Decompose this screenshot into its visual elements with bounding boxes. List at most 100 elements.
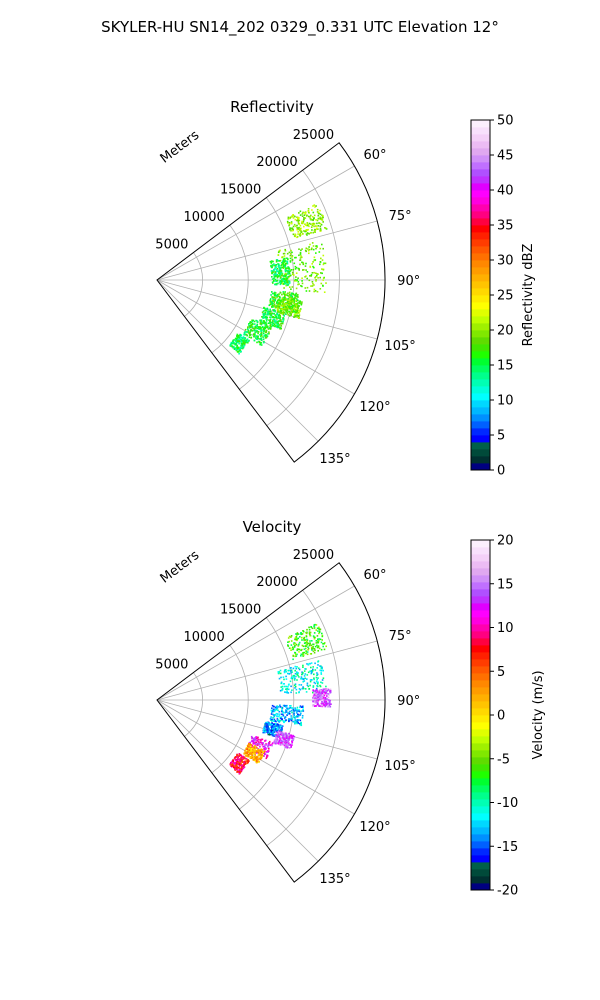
echo-cell	[278, 729, 281, 732]
echo-cell	[292, 273, 294, 276]
echo-cell	[318, 638, 320, 640]
echo-cell	[301, 673, 303, 676]
echo-cell	[275, 283, 278, 286]
echo-cell	[288, 307, 290, 310]
echo-cell	[285, 267, 288, 269]
echo-cell	[314, 276, 316, 279]
echo-cell	[257, 336, 259, 339]
echo-cell	[274, 283, 277, 286]
echo-cell	[260, 751, 263, 753]
echo-cell	[273, 715, 276, 718]
echo-cell	[230, 764, 232, 766]
echo-cell	[295, 675, 297, 678]
echo-cell	[299, 723, 302, 726]
echo-cell	[301, 632, 304, 635]
echo-cell	[277, 709, 279, 712]
echo-cell	[245, 341, 248, 344]
azimuth-gridline	[156, 279, 319, 442]
echo-cell	[268, 748, 270, 750]
echo-cell	[236, 755, 238, 758]
echo-cell	[302, 710, 305, 712]
echo-cell	[290, 715, 292, 717]
echo-cell	[303, 675, 306, 677]
echo-cell	[283, 670, 286, 673]
echo-cell	[287, 295, 290, 297]
echo-cell	[269, 327, 271, 330]
echo-cell	[293, 709, 295, 712]
colorbar-swatch	[471, 302, 490, 310]
echo-cell	[305, 691, 308, 693]
echo-cell	[236, 340, 239, 342]
echo-cell	[258, 341, 261, 344]
echo-cell	[290, 670, 292, 672]
echo-cell	[306, 642, 308, 644]
echo-cell	[260, 330, 263, 333]
echo-cell	[259, 756, 262, 758]
echo-cell	[282, 261, 284, 264]
echo-cell	[278, 730, 280, 732]
echo-cell	[242, 755, 244, 758]
echo-cell	[256, 338, 258, 340]
echo-cell	[283, 311, 285, 314]
echo-cell	[313, 266, 315, 269]
echo-cell	[287, 637, 290, 639]
echo-cell	[276, 738, 278, 740]
echo-cell	[257, 740, 259, 742]
echo-cell	[272, 710, 274, 713]
colorbar-swatch	[471, 127, 490, 135]
echo-cell	[286, 708, 289, 711]
echo-cell	[245, 331, 247, 333]
echo-cell	[271, 728, 274, 730]
echo-cell	[262, 326, 264, 329]
echo-cell	[288, 683, 290, 686]
echo-cell	[288, 282, 291, 284]
echo-cell	[289, 303, 291, 305]
echo-cell	[263, 748, 266, 751]
echo-cell	[304, 647, 307, 650]
echo-cell	[280, 323, 282, 325]
echo-cell	[302, 219, 305, 221]
azimuth-tick-label: 105°	[384, 339, 415, 354]
echo-cell	[255, 319, 257, 322]
echo-cell	[290, 635, 293, 637]
echo-cell	[271, 722, 273, 724]
echo-cell	[251, 745, 253, 748]
echo-cell	[312, 261, 314, 263]
echo-cell	[267, 312, 270, 315]
echo-cell	[312, 689, 315, 692]
colorbar-swatch	[471, 771, 490, 779]
echo-cell	[251, 320, 254, 323]
echo-cell	[248, 336, 251, 338]
echo-cell	[273, 309, 275, 312]
echo-cell	[231, 763, 234, 765]
echo-cell	[312, 218, 315, 220]
echo-cell	[272, 729, 275, 731]
echo-cell	[322, 696, 325, 699]
echo-cell	[290, 249, 292, 252]
echo-cell	[321, 679, 324, 681]
echo-cell	[259, 319, 261, 322]
echo-cell	[316, 227, 319, 230]
echo-cell	[280, 707, 283, 709]
echo-cell	[306, 271, 309, 273]
echo-cell	[316, 696, 319, 699]
echo-cell	[278, 302, 280, 304]
echo-cell	[272, 708, 275, 711]
echo-cell	[236, 759, 239, 761]
echo-cell	[265, 722, 267, 725]
echo-cell	[236, 756, 239, 759]
echo-cell	[271, 272, 273, 274]
colorbar-swatch	[471, 575, 490, 583]
echo-cell	[255, 758, 258, 760]
echo-cell	[271, 266, 273, 269]
echo-cell	[312, 223, 314, 226]
echo-cell	[268, 742, 270, 744]
echo-cell	[323, 701, 326, 703]
echo-cell	[320, 673, 323, 675]
echo-cell	[265, 308, 268, 311]
echo-cell	[287, 300, 289, 303]
echo-cell	[261, 750, 263, 752]
echo-cell	[290, 253, 292, 255]
echo-cell	[290, 743, 292, 746]
echo-cell	[278, 324, 281, 326]
